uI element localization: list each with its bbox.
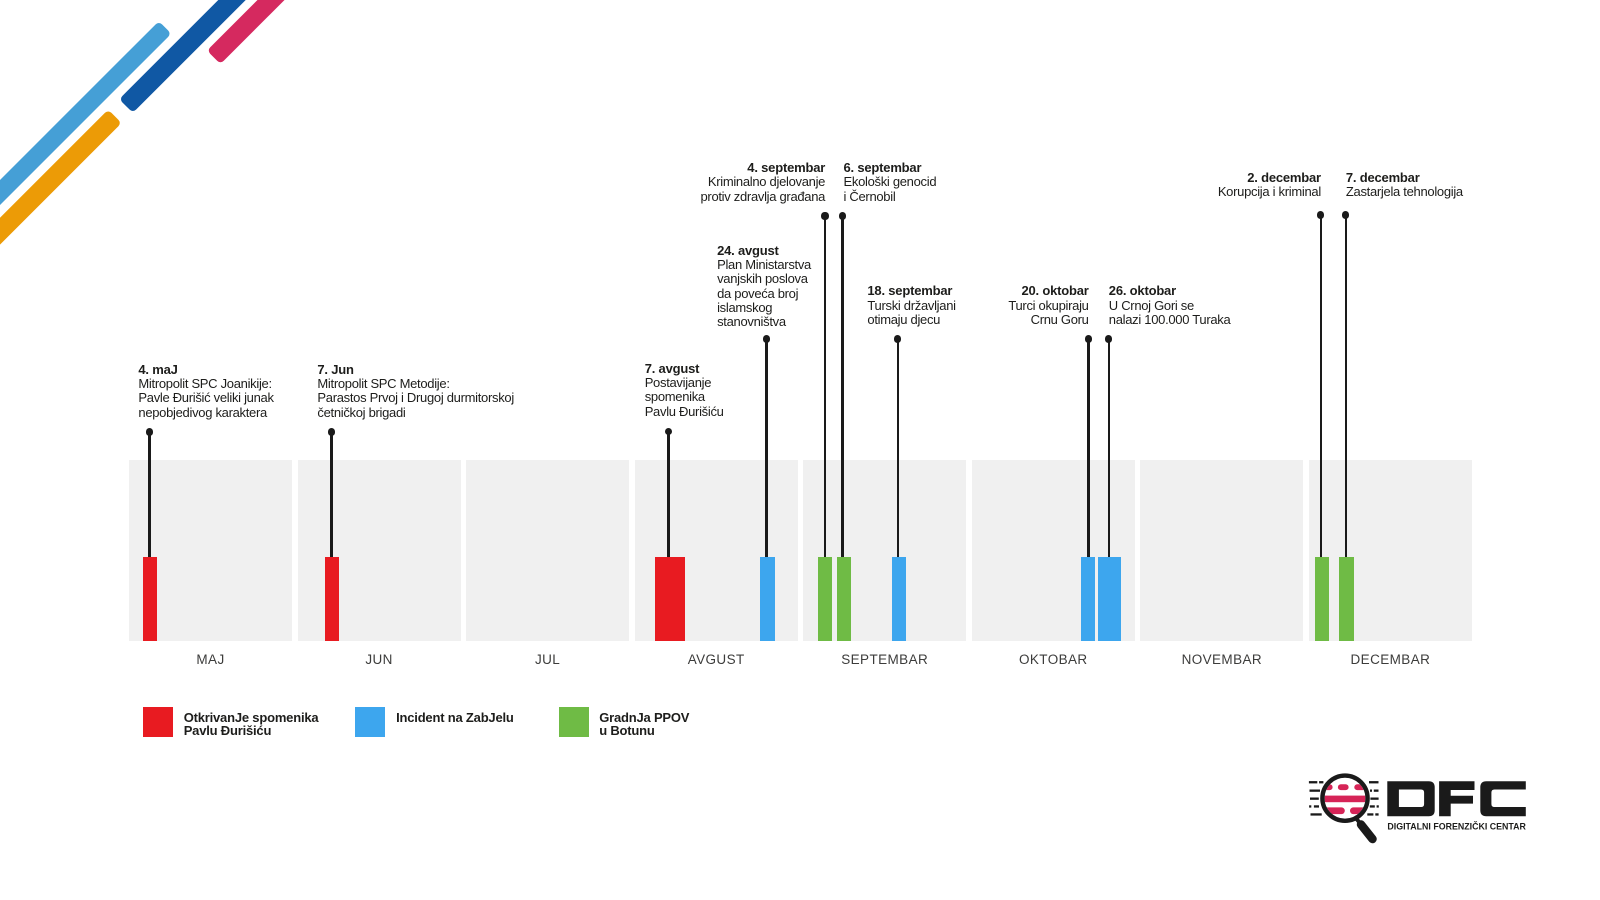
svg-text:DIGITALNI FORENZIČKI CENTAR: DIGITALNI FORENZIČKI CENTAR — [1387, 820, 1526, 832]
